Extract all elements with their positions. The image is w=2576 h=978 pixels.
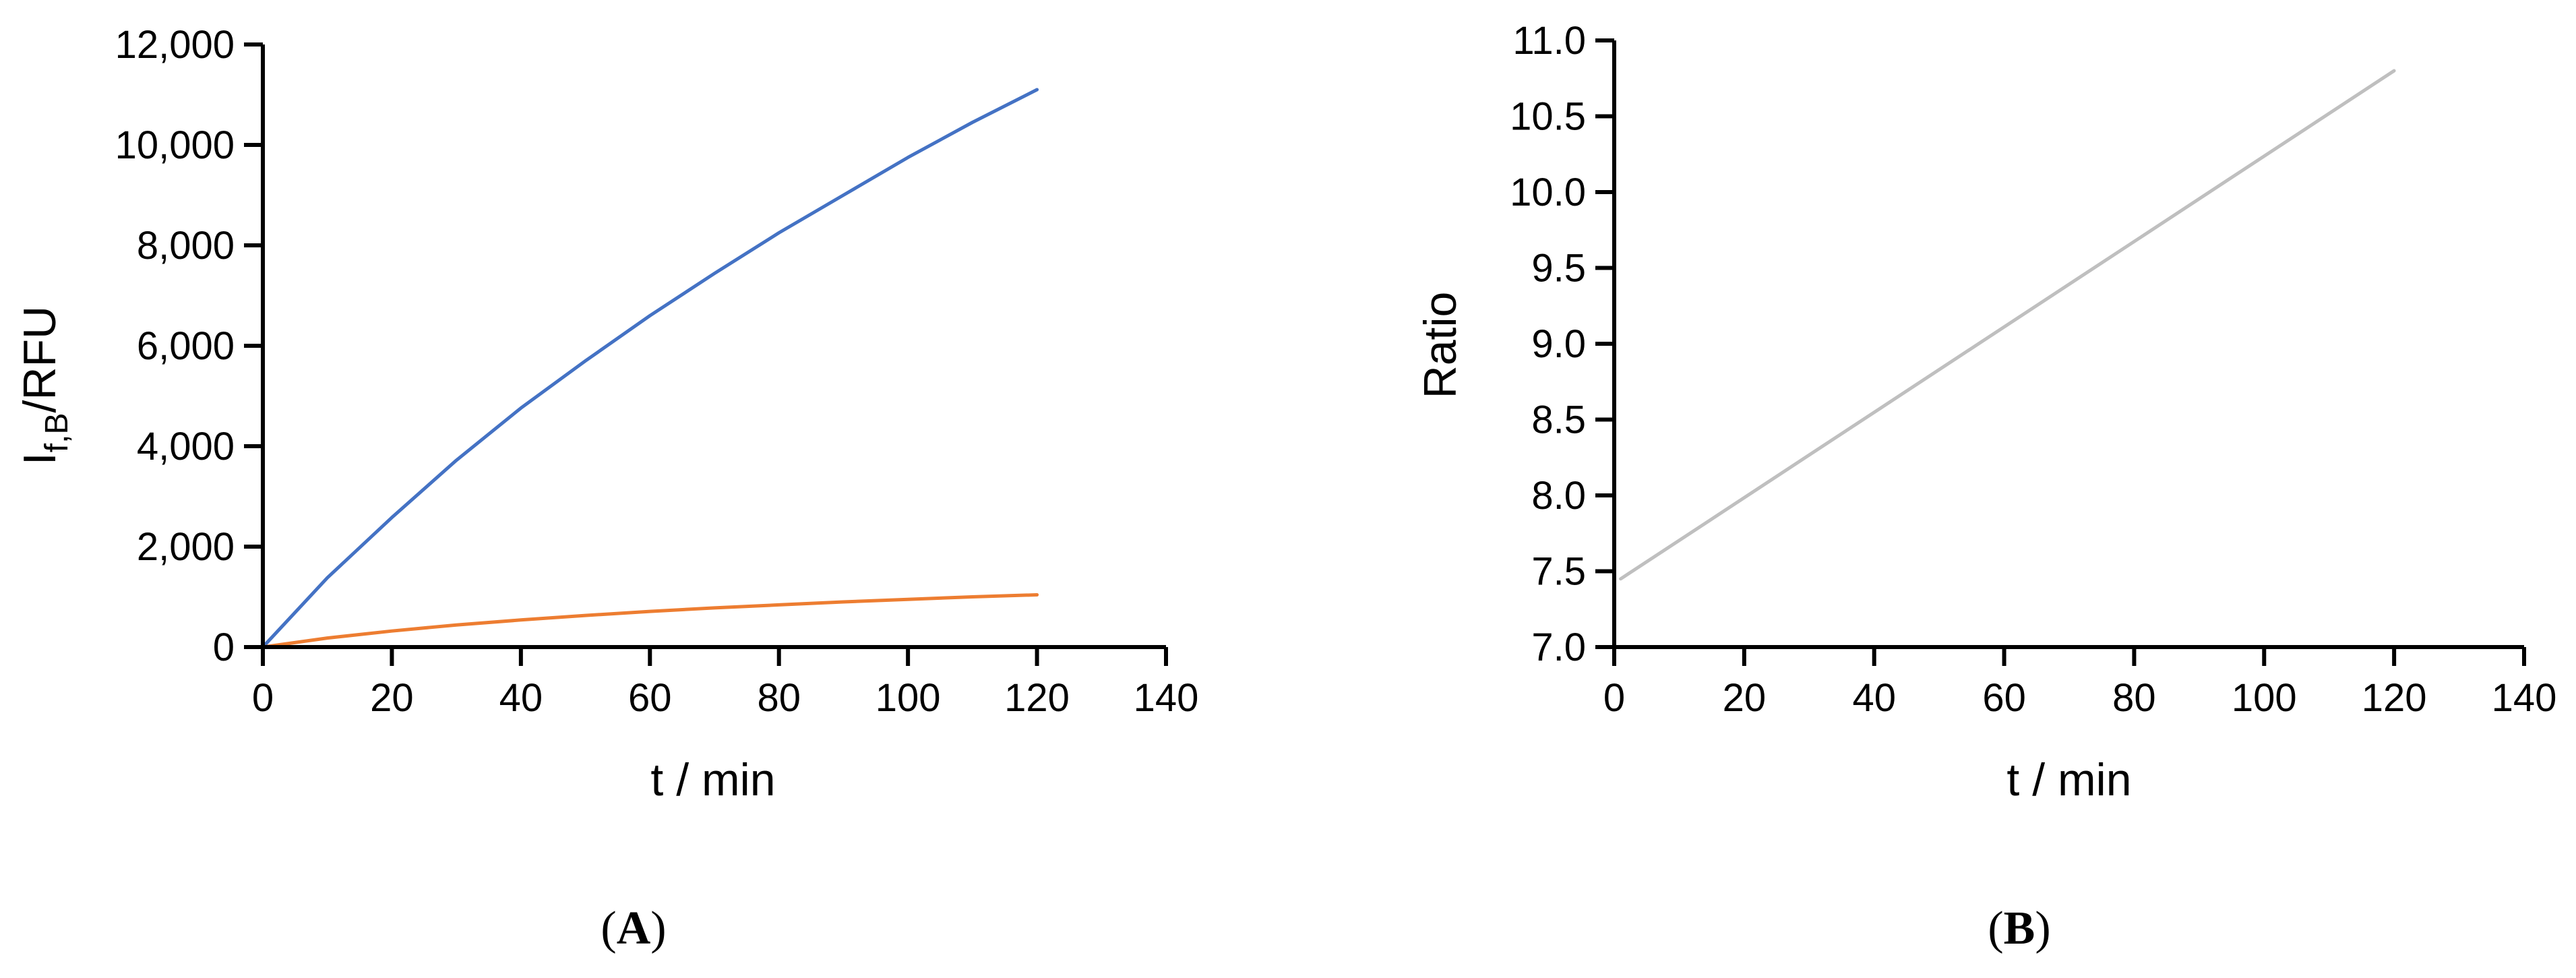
panel-a-y-tick-label: 4,000 (137, 425, 235, 468)
panel-a-series-line-1 (261, 88, 1039, 649)
chart-panel-a: 0 20 40 60 80 100 120 140 0 2,000 4,000 6,000 8,000 1… (14, 23, 1198, 954)
panel-b-label-open: ( (1988, 903, 2003, 954)
panel-a-x-tick-label: 20 (370, 676, 414, 720)
panel-b-label-letter: B (2004, 903, 2035, 954)
panel-a-x-tick-label: 140 (1134, 676, 1199, 720)
panel-a-y-tick-label: 6,000 (137, 324, 235, 368)
panel-b-x-tick-label: 60 (1982, 676, 2026, 720)
panel-b-x-tick-label: 20 (1723, 676, 1767, 720)
panel-b-y-tick-label: 9.0 (1531, 322, 1586, 366)
panel-a-x-tick-label: 40 (499, 676, 543, 720)
panel-b-label: (B) (1988, 903, 2050, 954)
panel-a-x-tick-label: 120 (1004, 676, 1070, 720)
panel-b-x-tick-label: 40 (1852, 676, 1896, 720)
panel-a-x-tick-label: 100 (876, 676, 941, 720)
panel-a-y-tick-label: 10,000 (115, 123, 235, 167)
panel-b-series-line-1 (1619, 69, 2396, 581)
panel-b-y-tick-label: 8.5 (1531, 398, 1586, 442)
panel-b-label-close: ) (2035, 903, 2050, 954)
panel-a-y-axis-title: If,B/RFU (14, 306, 75, 465)
panel-a-y-axis-title-rest: /RFU (14, 306, 65, 413)
panel-b-y-tick-label: 10.5 (1510, 95, 1586, 139)
panel-b-x-tick-label: 100 (2232, 676, 2297, 720)
panel-b-x-tick-label: 120 (2362, 676, 2427, 720)
panel-b-y-tick-label: 10.0 (1510, 171, 1586, 214)
panel-a-y-axis-title-subscript: f,B (39, 413, 75, 453)
panel-b-y-axis-title: Ratio (1415, 292, 1466, 399)
panel-b-y-tick-label: 7.0 (1531, 625, 1586, 669)
panel-a-label: (A) (601, 903, 666, 954)
panel-a-y-axis-title-main: I (14, 452, 65, 465)
panel-a-x-tick-label: 60 (628, 676, 672, 720)
panel-b-series-group (1619, 69, 2396, 581)
panel-a-ticks: 0 20 40 60 80 100 120 140 0 2,000 4,000 6,000 8,000 1… (115, 23, 1199, 720)
panel-a-series-line-2 (261, 593, 1039, 649)
panel-b-y-tick-label: 8.0 (1531, 474, 1586, 518)
panel-a-series-group (261, 88, 1039, 649)
panel-a-x-tick-label: 0 (252, 676, 274, 720)
panel-b-x-tick-label: 140 (2492, 676, 2557, 720)
panel-a-y-tick-label: 0 (213, 625, 235, 669)
panel-a-label-letter: A (617, 903, 651, 954)
chart-panel-b: 0 20 40 60 80 100 120 140 7.0 7.5 8.0 8.5 9.0 9.5 10.0… (1415, 19, 2556, 954)
panel-b-x-tick-label: 0 (1603, 676, 1625, 720)
panel-a-label-open: ( (601, 903, 616, 954)
panel-b-y-tick-label: 7.5 (1531, 550, 1586, 594)
panel-a-axes (261, 44, 1166, 649)
panel-a-y-tick-label: 8,000 (137, 224, 235, 268)
panel-a-y-tick-label: 12,000 (115, 23, 235, 67)
panel-b-ticks: 0 20 40 60 80 100 120 140 7.0 7.5 8.0 8.5 9.0 9.5 10.0… (1510, 19, 2556, 720)
panel-b-axes (1612, 40, 2524, 649)
panel-a-y-tick-label: 2,000 (137, 525, 235, 569)
panel-a-x-tick-label: 80 (757, 676, 801, 720)
panel-b-y-tick-label: 9.5 (1531, 247, 1586, 291)
panel-a-x-axis-title: t / min (650, 754, 775, 805)
panel-a-label-close: ) (650, 903, 666, 954)
panel-b-x-tick-label: 80 (2112, 676, 2156, 720)
panel-b-y-tick-label: 11.0 (1512, 19, 1586, 63)
panel-b-x-axis-title: t / min (2006, 754, 2131, 805)
